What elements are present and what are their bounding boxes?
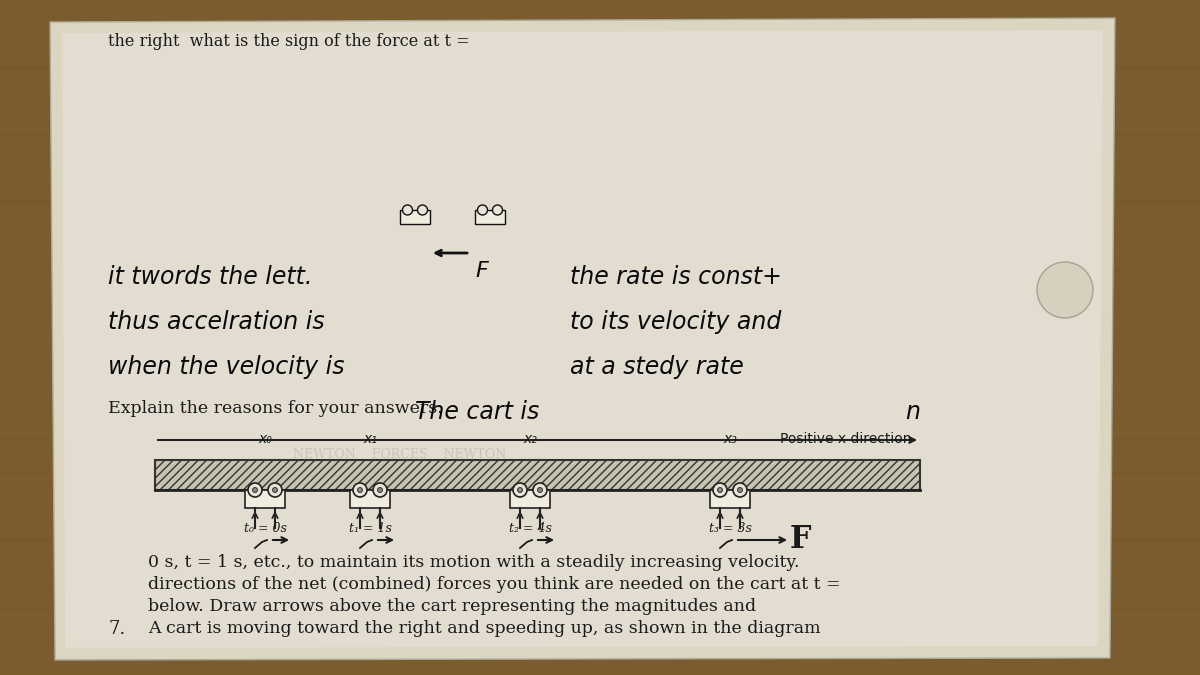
Bar: [245, 490, 286, 508]
Circle shape: [272, 487, 277, 493]
Bar: [350, 490, 390, 508]
Circle shape: [538, 487, 542, 493]
Bar: [475, 210, 505, 224]
Circle shape: [492, 205, 503, 215]
Text: the right  what is the sign of the force at t =: the right what is the sign of the force …: [108, 33, 469, 50]
Text: at a stedy rate: at a stedy rate: [570, 355, 744, 379]
Circle shape: [248, 483, 262, 497]
Text: t₁ = 1s: t₁ = 1s: [348, 522, 391, 535]
Text: NEWTON    FORCES    NEWTON: NEWTON FORCES NEWTON: [293, 448, 506, 462]
Text: to its velocity and: to its velocity and: [570, 310, 781, 334]
Circle shape: [353, 483, 367, 497]
Circle shape: [418, 205, 427, 215]
Bar: [710, 490, 750, 508]
Circle shape: [517, 487, 522, 493]
Text: F: F: [475, 261, 487, 281]
Text: 0 s, t = 1 s, etc., to maintain its motion with a steadily increasing velocity.: 0 s, t = 1 s, etc., to maintain its moti…: [148, 554, 799, 571]
Text: 7.: 7.: [108, 620, 125, 638]
Circle shape: [478, 205, 487, 215]
Text: x₀: x₀: [258, 432, 272, 446]
Text: t₂ = 4s: t₂ = 4s: [509, 522, 552, 535]
Text: when the velocity is: when the velocity is: [108, 355, 344, 379]
Text: directions of the net (combined) forces you think are needed on the cart at t =: directions of the net (combined) forces …: [148, 576, 841, 593]
Text: Positive x direction: Positive x direction: [780, 432, 912, 446]
Text: Explain the reasons for your answers.: Explain the reasons for your answers.: [108, 400, 443, 417]
Text: x₃: x₃: [724, 432, 737, 446]
Text: x₁: x₁: [364, 432, 377, 446]
Circle shape: [738, 487, 743, 493]
Bar: [155, 460, 920, 490]
Polygon shape: [50, 18, 1115, 660]
Text: it twords the lett.: it twords the lett.: [108, 265, 312, 289]
Text: The cart is: The cart is: [415, 400, 539, 424]
Circle shape: [358, 487, 362, 493]
Text: below. Draw arrows above the cart representing the magnitudes and: below. Draw arrows above the cart repres…: [148, 598, 756, 615]
Bar: [400, 210, 430, 224]
Circle shape: [378, 487, 383, 493]
Circle shape: [718, 487, 722, 493]
Circle shape: [533, 483, 547, 497]
Circle shape: [514, 483, 527, 497]
Circle shape: [402, 205, 413, 215]
Text: x₂: x₂: [523, 432, 536, 446]
Text: the rate is const+: the rate is const+: [570, 265, 782, 289]
Bar: [510, 490, 550, 508]
Circle shape: [713, 483, 727, 497]
Text: t₃ = 3s: t₃ = 3s: [708, 522, 751, 535]
Text: n: n: [905, 400, 920, 424]
Text: A cart is moving toward the right and speeding up, as shown in the diagram: A cart is moving toward the right and sp…: [148, 620, 821, 637]
Polygon shape: [62, 30, 1103, 648]
Text: F: F: [790, 524, 811, 556]
Circle shape: [733, 483, 746, 497]
Text: thus accelration is: thus accelration is: [108, 310, 325, 334]
Circle shape: [252, 487, 258, 493]
Circle shape: [373, 483, 386, 497]
Text: t₀ = 0s: t₀ = 0s: [244, 522, 287, 535]
Circle shape: [1037, 262, 1093, 318]
Circle shape: [268, 483, 282, 497]
